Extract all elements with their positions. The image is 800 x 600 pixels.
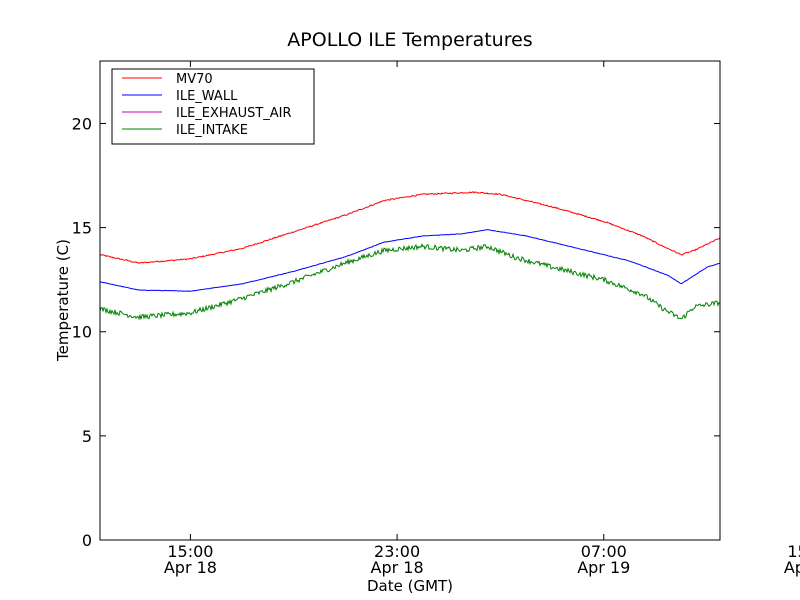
series-line-mv70 xyxy=(100,191,720,264)
plot-frame xyxy=(99,60,721,541)
x-tick-date-label: Apr 19 xyxy=(784,558,800,577)
y-axis-label: Temperature (C) xyxy=(54,239,72,362)
y-tick-label: 20 xyxy=(72,114,92,133)
x-tick-time-label: 23:00 xyxy=(374,542,420,561)
legend: MV70 ILE_WALL ILE_EXHAUST_AIR ILE_INTAKE xyxy=(111,68,315,145)
legend-label-ile-intake: ILE_INTAKE xyxy=(176,123,248,138)
x-tick-date-label: Apr 18 xyxy=(371,558,424,577)
x-tick-time-label: 15:00 xyxy=(787,542,800,561)
x-tick-time-label: 07:00 xyxy=(581,542,627,561)
series-line-ile-wall xyxy=(100,229,720,292)
legend-label-ile-exhaust-air: ILE_EXHAUST_AIR xyxy=(176,106,292,121)
chart-title: APOLLO ILE Temperatures xyxy=(287,29,532,51)
y-tick-label: 0 xyxy=(82,531,92,550)
series-layer xyxy=(100,191,720,321)
x-axis-label: Date (GMT) xyxy=(367,577,453,595)
legend-box xyxy=(111,68,315,145)
x-tick-time-label: 15:00 xyxy=(167,542,213,561)
y-tick-label: 10 xyxy=(72,323,92,342)
y-tick-label: 5 xyxy=(82,427,92,446)
x-tick-date-label: Apr 19 xyxy=(577,558,630,577)
x-tick-date-label: Apr 18 xyxy=(164,558,217,577)
series-line-ile-intake xyxy=(100,243,720,321)
y-tick-label: 15 xyxy=(72,219,92,238)
legend-label-mv70: MV70 xyxy=(176,72,213,87)
legend-label-ile-wall: ILE_WALL xyxy=(176,89,238,104)
